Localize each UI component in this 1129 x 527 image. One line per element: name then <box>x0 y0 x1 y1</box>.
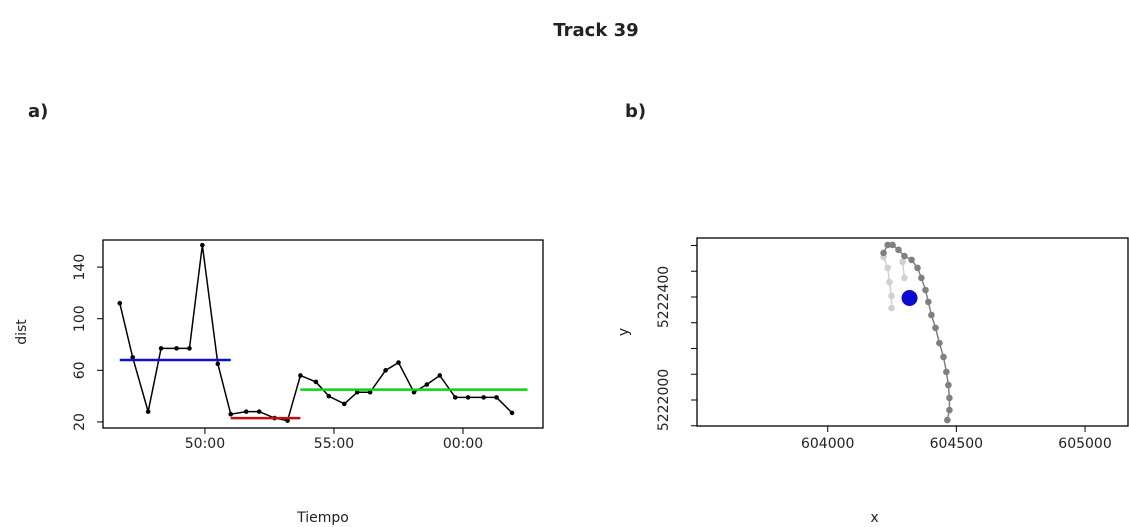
data-point <box>886 278 893 286</box>
data-point <box>895 246 902 254</box>
plot-area <box>117 242 528 423</box>
data-point <box>396 360 401 365</box>
series-line <box>119 245 513 422</box>
data-point <box>922 286 929 294</box>
data-point <box>901 274 908 282</box>
data-point <box>899 258 906 266</box>
x-axis-label: Tiempo <box>296 510 349 526</box>
y-axis-label: dist <box>14 319 30 345</box>
data-point <box>940 353 947 361</box>
data-point <box>215 361 221 367</box>
y-tick-label: 5222400 <box>656 266 672 328</box>
x-tick-label: 50:00 <box>185 436 225 452</box>
x-tick-label: 604000 <box>801 436 854 452</box>
y-tick-label: 5222000 <box>656 369 672 431</box>
data-point <box>889 241 896 249</box>
data-point <box>946 394 953 402</box>
data-point <box>187 346 192 351</box>
data-point <box>943 368 950 376</box>
plot-area <box>880 241 953 424</box>
data-point <box>452 395 458 400</box>
data-point <box>884 264 891 272</box>
data-point <box>174 346 179 351</box>
data-point <box>932 324 939 332</box>
data-point <box>228 411 234 417</box>
data-point <box>946 406 953 414</box>
y-tick-label: 100 <box>72 305 88 332</box>
data-point <box>298 373 303 378</box>
x-tick-label: 55:00 <box>314 436 354 452</box>
data-point <box>367 389 373 395</box>
panel-label: a) <box>28 101 48 122</box>
x-tick-label: 605000 <box>1058 436 1111 452</box>
data-point <box>285 418 290 423</box>
data-point <box>880 249 887 257</box>
data-point <box>888 304 895 312</box>
data-point <box>884 241 891 249</box>
data-point <box>914 264 921 272</box>
data-point <box>145 409 151 414</box>
data-point <box>901 252 908 260</box>
data-point <box>437 373 443 378</box>
data-point <box>383 368 388 373</box>
data-point <box>130 355 135 360</box>
plot-frame <box>696 237 1129 427</box>
y-tick-label: 140 <box>72 254 88 281</box>
x-tick-label: 604500 <box>930 436 983 452</box>
data-point <box>945 381 952 389</box>
data-point <box>901 290 918 307</box>
panel-label: b) <box>625 101 646 122</box>
data-point <box>944 416 951 424</box>
series-line <box>882 244 951 421</box>
data-point <box>925 298 932 306</box>
data-point <box>313 379 319 385</box>
data-point <box>117 300 123 306</box>
data-point <box>354 389 360 395</box>
data-point <box>494 395 499 400</box>
x-axis-label: x <box>870 510 878 526</box>
data-point <box>481 395 486 400</box>
data-point <box>200 242 205 248</box>
data-point <box>888 292 895 300</box>
data-point <box>918 274 925 282</box>
data-point <box>465 395 471 400</box>
data-point <box>908 256 915 264</box>
data-point <box>424 382 430 387</box>
data-point <box>256 409 262 414</box>
plot-frame <box>102 239 544 429</box>
data-point <box>326 393 332 399</box>
y-axis-label: y <box>616 328 632 336</box>
data-point <box>243 409 249 414</box>
data-point <box>928 311 935 319</box>
y-tick-label: 20 <box>72 413 88 431</box>
figure-title: Track 39 <box>553 20 638 41</box>
data-point <box>936 339 943 347</box>
data-point <box>158 346 164 351</box>
data-point <box>341 401 347 407</box>
y-tick-label: 60 <box>72 361 88 379</box>
x-tick-label: 00:00 <box>443 436 483 452</box>
data-point <box>411 389 417 395</box>
data-point <box>509 410 515 416</box>
